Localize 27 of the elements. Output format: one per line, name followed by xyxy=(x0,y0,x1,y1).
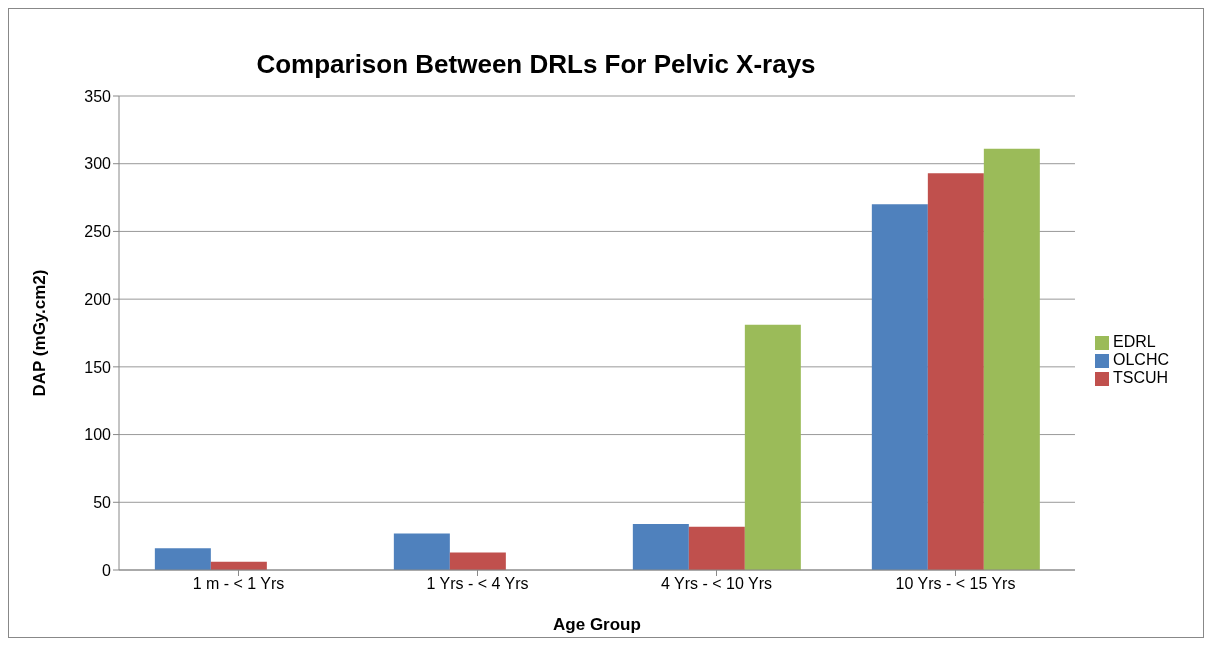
bar xyxy=(632,523,689,570)
bar xyxy=(688,526,745,570)
chart-title: Comparison Between DRLs For Pelvic X-rays xyxy=(255,49,817,80)
y-tick-label: 150 xyxy=(84,358,112,376)
y-tick-label: 350 xyxy=(84,87,112,105)
y-tick-label: 50 xyxy=(93,493,112,511)
y-axis-title: DAP (mGy.cm2) xyxy=(30,269,50,397)
legend-label: TSCUH xyxy=(1112,369,1169,386)
legend-label: OLCHC xyxy=(1112,351,1169,368)
y-tick-label: 250 xyxy=(84,223,112,241)
y-tick-label: 0 xyxy=(102,561,112,579)
bar xyxy=(449,552,506,570)
bar xyxy=(393,533,450,570)
bar xyxy=(871,204,928,570)
x-tick-label: 1 m - < 1 Yrs xyxy=(192,575,285,593)
x-tick-label: 4 Yrs - < 10 Yrs xyxy=(660,575,772,593)
x-axis-title: Age Group xyxy=(553,615,641,634)
x-tick-label: 10 Yrs - < 15 Yrs xyxy=(895,575,1016,593)
legend-label: EDRL xyxy=(1112,333,1156,350)
y-tick-label: 200 xyxy=(84,290,112,308)
y-tick-label: 300 xyxy=(84,155,112,173)
bar xyxy=(927,173,984,570)
bar xyxy=(744,324,801,570)
bar xyxy=(154,548,211,570)
bar xyxy=(983,148,1040,570)
y-tick-label: 100 xyxy=(84,426,112,444)
x-tick-label: 1 Yrs - < 4 Yrs xyxy=(426,575,529,593)
